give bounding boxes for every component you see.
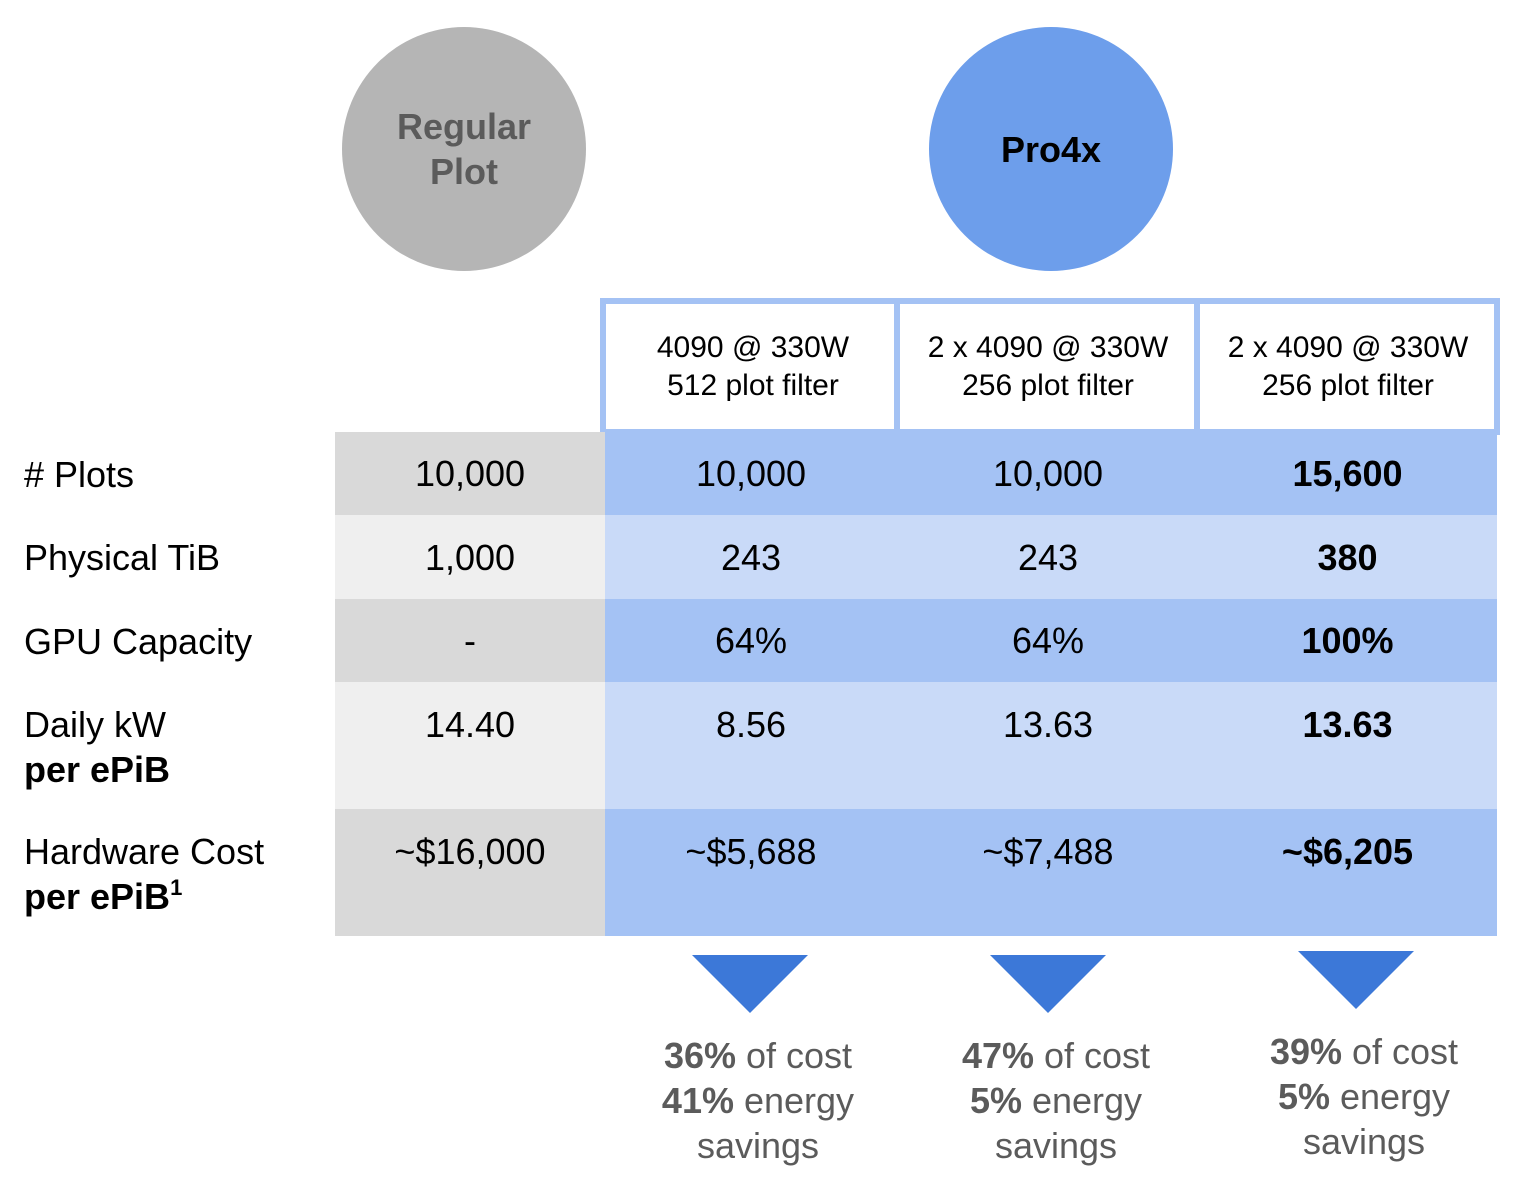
footnote-marker: 1: [170, 875, 183, 900]
pro-row-band: [605, 515, 1497, 599]
config2-tib-cell: 243: [1017, 536, 1079, 578]
pro4x-circle: Pro4x: [929, 27, 1173, 271]
row-label-plots: # Plots: [24, 454, 135, 495]
row-label-hardware-cost: Hardware Cost per ePiB1: [24, 831, 265, 917]
config2-plots-cell: 10,000: [992, 453, 1104, 494]
config3-tib-cell: 380: [1317, 536, 1378, 578]
savings-text-1: 36% of cost 41% energy savings: [661, 1035, 855, 1166]
regular-kw-cell: 14.40: [335, 682, 605, 809]
row-label-physical-tib: Physical TiB: [24, 537, 221, 578]
config-header-3: 2 x 4090 @ 330W 256 plot filter: [1201, 304, 1495, 429]
row-label-daily-kw: Daily kW per ePiB: [24, 704, 171, 790]
config-line2: 512 plot filter: [667, 368, 839, 402]
config-header-2: 2 x 4090 @ 330W 256 plot filter: [901, 304, 1195, 429]
config2-cost-cell: ~$7,488: [982, 831, 1114, 872]
regular-cost-cell: ~$16,000: [335, 809, 605, 936]
config-line2: 256 plot filter: [962, 368, 1134, 402]
config1-kw-cell: 8.56: [715, 704, 787, 745]
down-arrow-icon: [990, 955, 1106, 1013]
pro-row-band: [605, 432, 1497, 515]
regular-plots-cell: 10,000: [335, 432, 605, 515]
savings-text-3: 39% of cost 5% energy savings: [1269, 1031, 1459, 1162]
config-line1: 2 x 4090 @ 330W: [1227, 330, 1469, 364]
config-line1: 2 x 4090 @ 330W: [927, 330, 1169, 364]
config3-cost-cell: ~$6,205: [1281, 831, 1414, 872]
config-separator: [894, 298, 900, 435]
regular-plot-circle: Regular Plot: [342, 27, 586, 271]
regular-gpu-cell: -: [335, 599, 605, 682]
config1-gpu-cell: 64%: [714, 620, 788, 661]
pro-row-band: [605, 599, 1497, 682]
config3-gpu-cell: 100%: [1301, 620, 1394, 661]
down-arrow-icon: [1298, 951, 1414, 1009]
config-header-1: 4090 @ 330W 512 plot filter: [606, 304, 900, 429]
config3-kw-cell: 13.63: [1302, 704, 1393, 745]
down-arrow-icon: [692, 955, 808, 1013]
config2-kw-cell: 13.63: [1002, 704, 1094, 745]
config-line1: 4090 @ 330W: [656, 330, 850, 364]
pro-row-band: [605, 682, 1497, 809]
pro-row-band: [605, 809, 1497, 936]
config-line2: 256 plot filter: [1262, 368, 1434, 402]
savings-text-2: 47% of cost 5% energy savings: [961, 1035, 1151, 1166]
config3-plots-cell: 15,600: [1292, 453, 1403, 494]
config-separator: [1194, 298, 1200, 435]
regular-tib-cell: 1,000: [335, 515, 605, 599]
regular-plot-label: Regular Plot: [396, 106, 532, 192]
config2-gpu-cell: 64%: [1011, 620, 1085, 661]
pro4x-label: Pro4x: [1000, 128, 1102, 170]
row-label-gpu-capacity: GPU Capacity: [24, 621, 253, 662]
config1-cost-cell: ~$5,688: [685, 831, 817, 872]
config1-tib-cell: 243: [720, 536, 782, 578]
config1-plots-cell: 10,000: [695, 453, 807, 494]
